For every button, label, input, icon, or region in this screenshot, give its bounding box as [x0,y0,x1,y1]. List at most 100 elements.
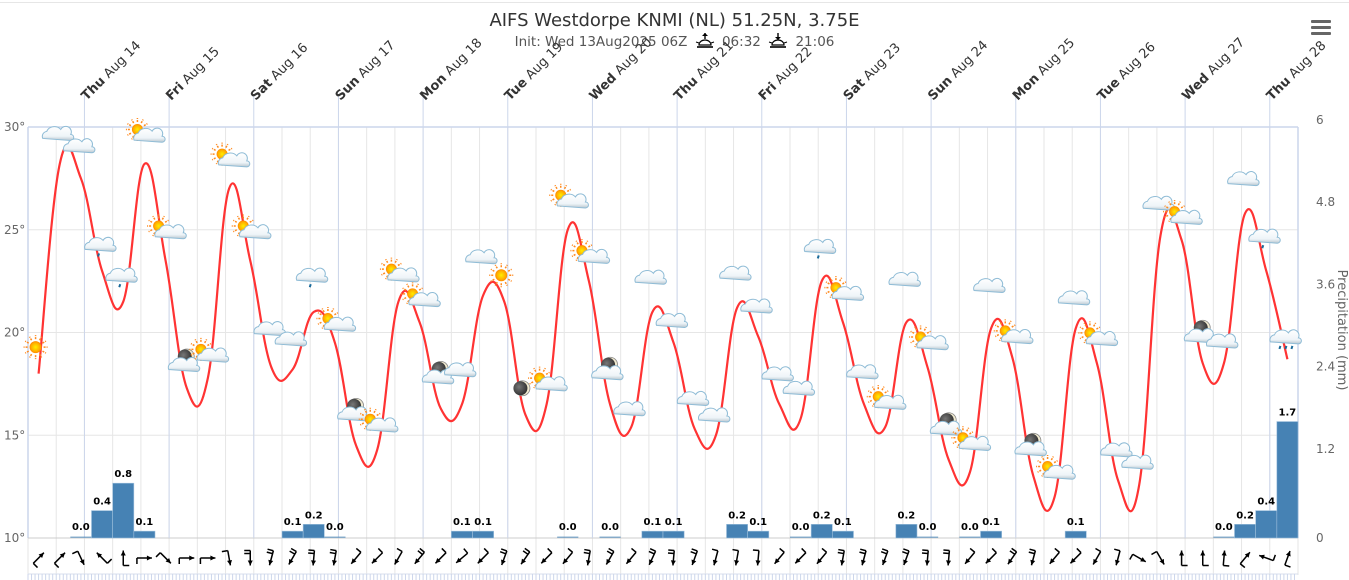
wind-barb [266,548,275,566]
sun-ray [910,340,915,344]
sun-ray [867,390,873,394]
wind-barb [583,548,591,566]
wind-barb [371,547,384,564]
day-label: Thu Aug 28 [1264,38,1329,103]
sun-ray [194,355,198,360]
wind-barb [1179,550,1188,567]
wind-barb [221,549,232,566]
y-left-tick-label: 10° [4,531,25,545]
wind-barb-tick [649,547,656,552]
partly-cloudy-day-icon [528,366,568,392]
wind-arrowhead [311,560,317,566]
wind-barb [816,547,828,565]
day-label: Sun Aug 17 [333,38,399,104]
sun-ray [1083,322,1087,327]
light-rain-icon [803,238,837,259]
precipitation-value-label: 0.1 [474,517,492,528]
precipitation-bar [790,536,812,538]
wind-barb [540,547,553,564]
wind-arrowhead [1049,558,1055,564]
precipitation-bar [1234,523,1256,539]
cloud-shape [846,364,879,380]
precipitation-labels: 0.00.40.80.1 0.10.20.0 0.1 0.1 0.0 0.0 0.1 0.10… [72,408,1296,533]
wind-barb-tick [1095,547,1102,553]
wind-arrowhead [882,559,887,566]
cloud-shape [133,127,166,143]
cloudy-icon [973,277,1006,294]
wind-barb [902,548,910,566]
sun-ray [952,431,957,435]
sun-ray [317,321,322,325]
wind-arrowhead [414,558,420,564]
cloud-shape [1043,464,1076,480]
sun-ray [359,422,365,426]
wind-arrowhead [1093,558,1098,565]
wind-arrowhead [985,558,992,564]
wind-barb [155,552,172,564]
wind-barb [859,548,867,566]
wind-barb [1129,553,1147,563]
wind-barb [96,552,113,564]
sun-ray [334,312,339,316]
cloudy-icon [41,125,75,141]
wind-barb-tick [779,547,785,553]
precipitation-bar [112,482,135,539]
wind-arrowhead [1070,558,1076,564]
sun-ray [829,293,833,299]
cloud-shape [803,238,837,254]
partly-cloudy-night-icon [167,348,201,373]
wind-barb [178,555,195,564]
sun-ray [190,342,195,347]
wind-arrowhead [586,560,591,566]
wind-arrowhead [795,558,801,564]
partly-cloudy-day-icon [824,276,865,301]
moon-shadow [513,381,528,396]
sun-ray [507,268,513,272]
precipitation-bar [832,530,854,539]
hamburger-menu-icon[interactable] [1311,20,1333,36]
wind-barb [288,547,297,565]
partly-cloudy-day-icon [951,426,992,451]
wind-barb-tick [880,551,888,555]
sun-ray [1083,339,1087,344]
wind-barb-tick [419,547,425,553]
sun-ray [415,283,419,288]
sun-ray [28,353,33,358]
precipitation-value-label: 0.8 [114,469,132,480]
cloudy-icon [1100,442,1133,458]
wind-arrowhead [189,555,195,561]
precipitation-bar [599,536,621,538]
wind-barb-tick [329,551,336,555]
sun-ray [1011,324,1016,328]
wind-barb-tick [859,551,866,555]
cloud-shape [973,277,1006,294]
wind-arrowhead [501,559,506,566]
wind-barb-tick [330,548,337,552]
wind-barb-tick [53,562,60,569]
wind-barb-tick [522,550,529,555]
sun-ray [910,330,915,334]
cloudy-icon [676,390,710,407]
wind-barb-tick [417,550,423,556]
wind-barb-tick [752,549,759,552]
sun-ray [533,384,537,389]
wind-arrowhead [734,560,740,566]
cloud-shape [465,249,498,265]
wind-arrowhead [562,558,569,564]
sun-ray [211,157,216,161]
wind-arrowhead [1159,558,1165,565]
wind-barb [477,547,489,564]
day-label-date: Aug 24 [945,38,991,84]
precipitation-bar [324,536,346,538]
sun-ray [575,256,579,262]
light-rain-icon [105,267,138,288]
precipitation-value-label: 1.7 [1279,408,1297,419]
sun-ray [381,262,386,267]
wind-arrowhead [1140,557,1146,562]
menu-bar [1311,26,1331,29]
day-label-date: Aug 20 [609,35,655,81]
cloud-shape [196,347,230,363]
cloud-shape [239,224,272,240]
cloud-shape [831,285,865,301]
partly-cloudy-day-icon [909,325,949,351]
